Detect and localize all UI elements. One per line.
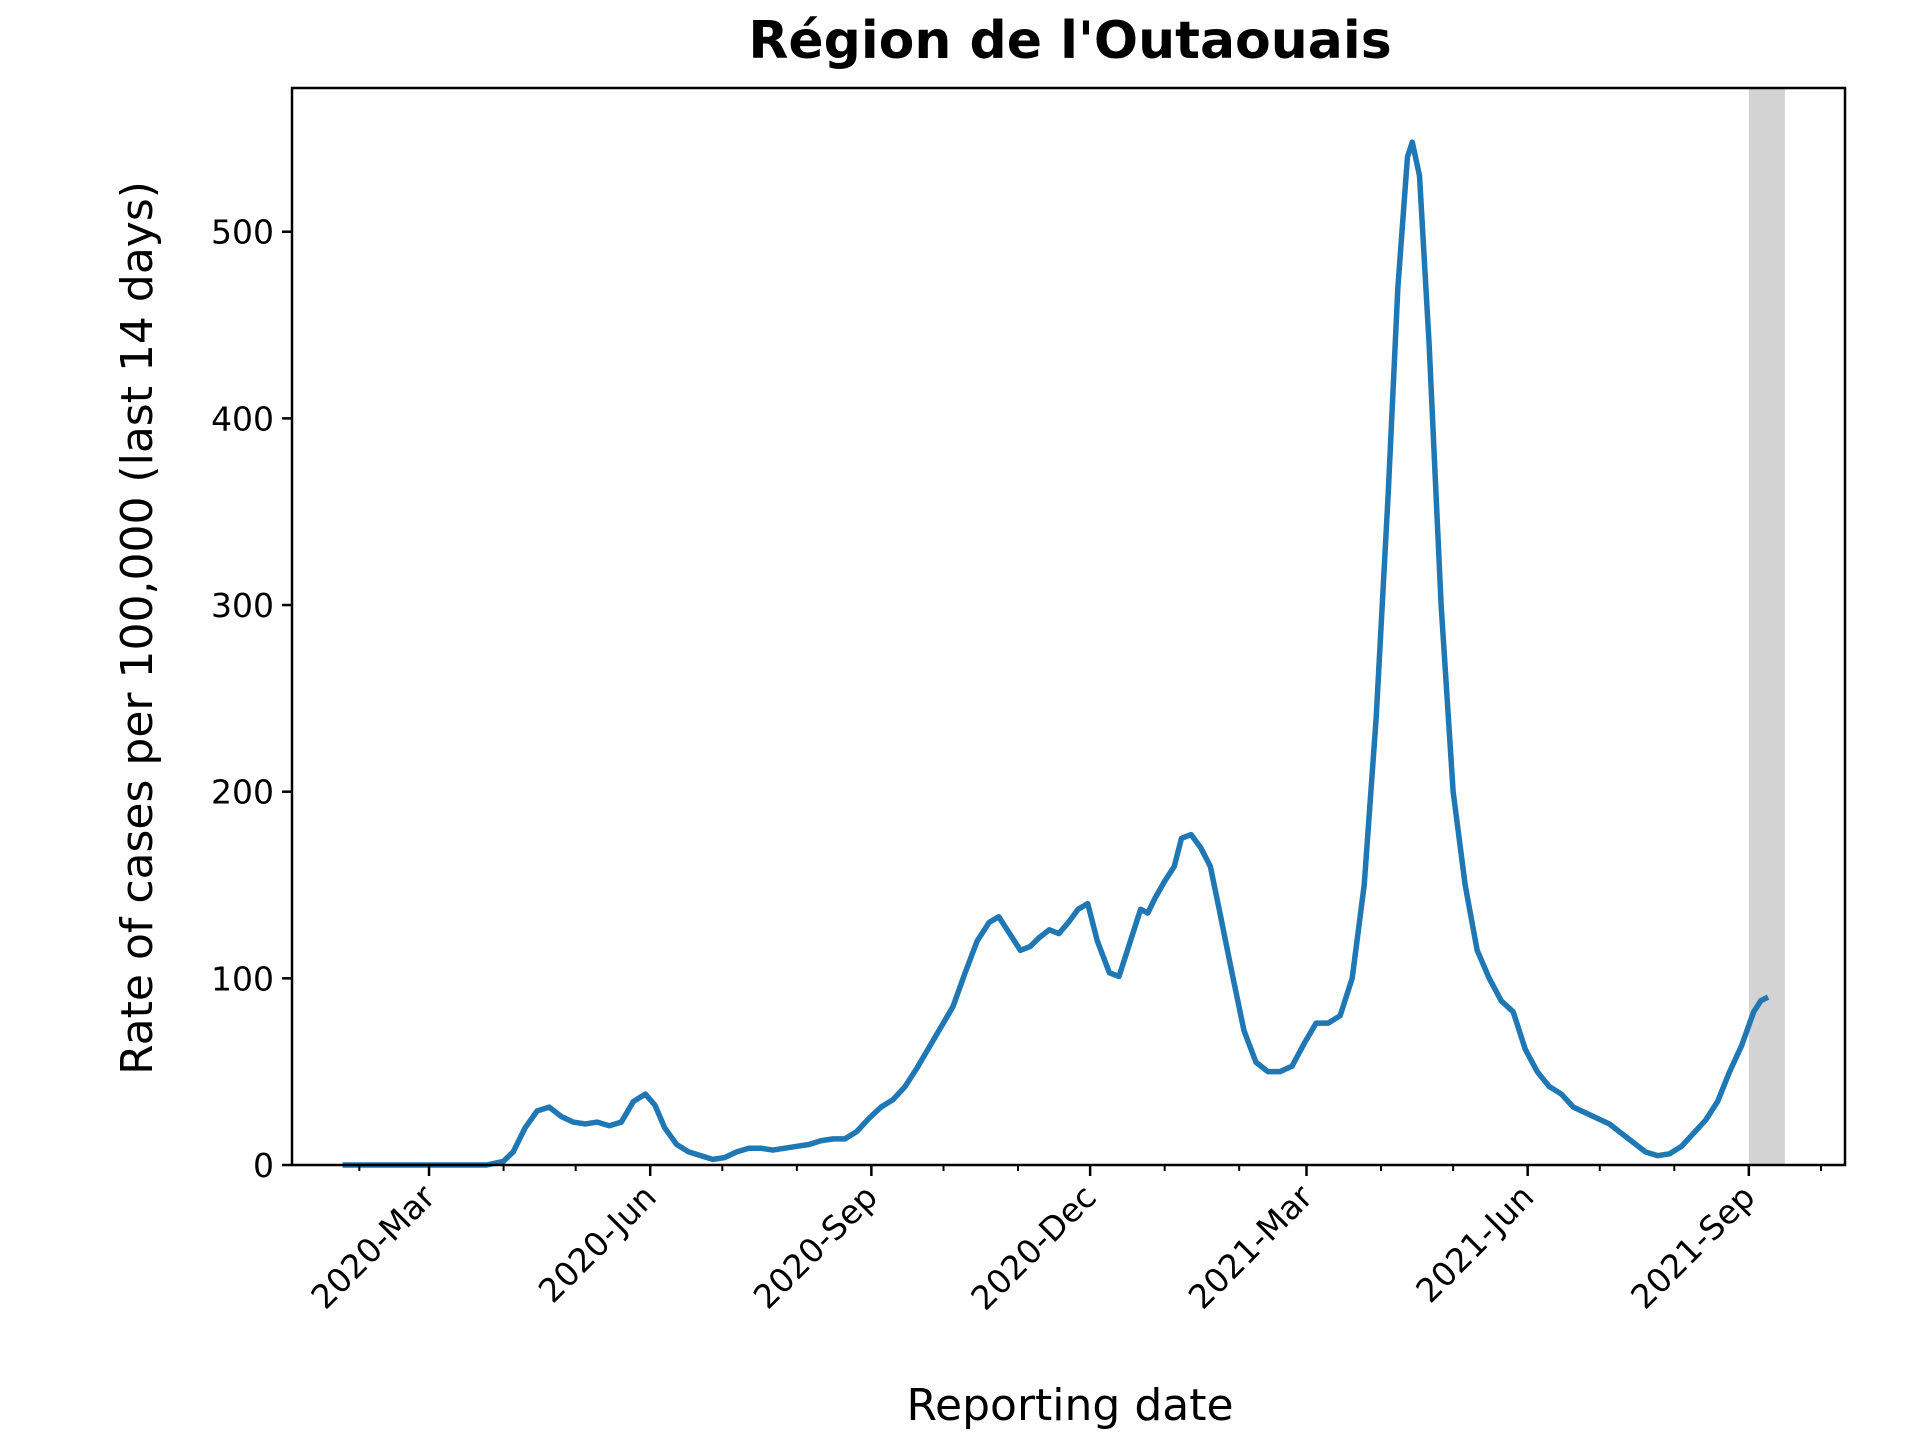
x-tick-label: 2021-Sep	[1623, 1177, 1762, 1316]
y-tick-label: 100	[211, 959, 274, 998]
x-tick-label: 2020-Dec	[963, 1177, 1104, 1318]
plot-frame	[290, 86, 1847, 1167]
y-tick-label: 400	[211, 399, 274, 438]
y-tick-label: 500	[211, 213, 274, 252]
x-tick-label: 2020-Mar	[303, 1177, 443, 1317]
y-tick-label: 300	[211, 586, 274, 625]
chart-title: Région de l'Outaouais	[748, 11, 1391, 71]
x-tick-label: 2021-Jun	[1408, 1177, 1541, 1310]
x-tick-label: 2020-Jun	[531, 1177, 664, 1310]
x-tick-label: 2020-Sep	[746, 1177, 885, 1316]
plot-area: 0 100 200 300 400 500 2020-Mar 2020-Jun 2020-Sep…	[211, 86, 1847, 1318]
x-tick-label: 2021-Mar	[1181, 1177, 1321, 1317]
y-tick-label: 200	[211, 773, 274, 812]
shaded-region	[1748, 88, 1785, 1165]
y-tick-label: 0	[253, 1146, 274, 1185]
x-axis-label: Reporting date	[906, 1380, 1233, 1431]
series-line-0	[342, 139, 1770, 1168]
y-axis-label: Rate of cases per 100,000 (last 14 days)	[112, 181, 163, 1075]
